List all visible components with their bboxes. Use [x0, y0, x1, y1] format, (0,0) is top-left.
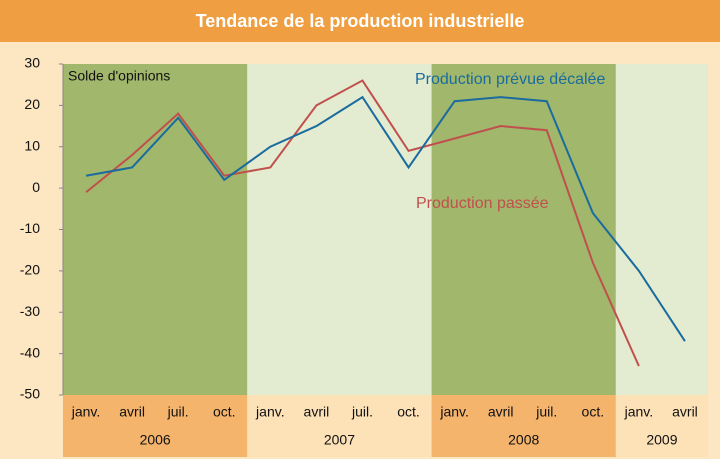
- year-band: [615, 64, 708, 395]
- x-tick-label: janv.: [71, 404, 101, 420]
- x-tick-label: avril: [304, 404, 330, 420]
- x-tick-label: janv.: [624, 404, 654, 420]
- x-tick-label: avril: [672, 404, 698, 420]
- series-line: [85, 95, 686, 342]
- chart-title: Tendance de la production industrielle: [196, 11, 525, 31]
- x-tick-label: juil.: [535, 404, 557, 420]
- x-tick-label: janv.: [439, 404, 469, 420]
- x-tick-label: oct.: [213, 404, 236, 420]
- x-tick-label: oct.: [397, 404, 420, 420]
- year-band: [63, 64, 248, 395]
- year-label: 2006: [140, 432, 171, 448]
- x-tick-label: oct.: [582, 404, 605, 420]
- series-line: [85, 79, 640, 367]
- y-tick-label: 30: [24, 55, 40, 71]
- y-tick-label: -30: [20, 303, 40, 319]
- plot: [59, 63, 686, 396]
- y-tick-label: 10: [24, 137, 40, 153]
- year-cell: [63, 395, 248, 457]
- series-label: Production passée: [416, 195, 549, 212]
- year-cell: [247, 395, 432, 457]
- y-tick-label: -20: [20, 262, 40, 278]
- x-tick-label: avril: [119, 404, 145, 420]
- bands: [63, 64, 708, 457]
- x-tick-label: juil.: [351, 404, 373, 420]
- y-tick-label: -50: [20, 386, 40, 402]
- title-bar: [0, 0, 720, 42]
- y-tick-label: -10: [20, 220, 40, 236]
- year-label: 2009: [646, 432, 677, 448]
- y-tick-label: -40: [20, 344, 40, 360]
- x-tick-label: avril: [488, 404, 514, 420]
- year-cell: [615, 395, 708, 457]
- series-label: Production prévue décalée: [415, 71, 605, 88]
- year-label: 2007: [324, 432, 355, 448]
- year-band: [247, 64, 432, 395]
- year-label: 2008: [508, 432, 539, 448]
- year-cell: [431, 395, 616, 457]
- y-tick-label: 20: [24, 96, 40, 112]
- year-band: [431, 64, 616, 395]
- y-tick-label: 0: [32, 179, 40, 195]
- x-tick-label: juil.: [167, 404, 189, 420]
- annotation: Solde d'opinions: [68, 68, 170, 84]
- x-tick-label: janv.: [255, 404, 285, 420]
